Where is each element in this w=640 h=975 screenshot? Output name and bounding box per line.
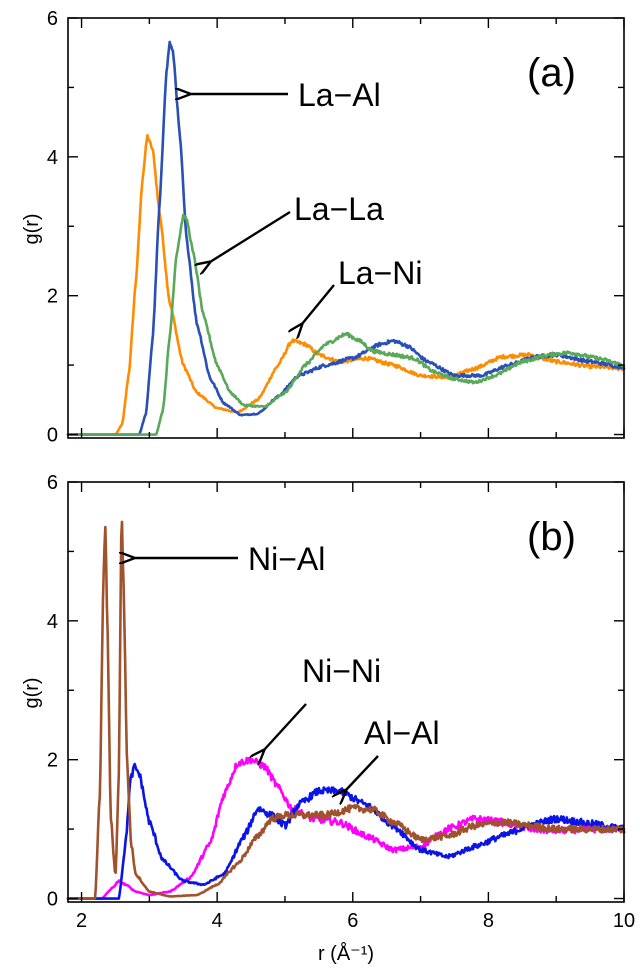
arrow-la-ni bbox=[302, 284, 335, 324]
panel-a-label: (a) bbox=[527, 51, 576, 95]
arrow-al-al bbox=[346, 755, 379, 790]
annotation-la-ni: La−Ni bbox=[338, 255, 423, 291]
annotation-al-al: Al−Al bbox=[364, 715, 440, 751]
panel-a-ticks: 0 2 4 6 bbox=[47, 8, 625, 447]
annotation-ni-al: Ni−Al bbox=[248, 541, 325, 577]
annotation-ni-ni: Ni−Ni bbox=[302, 653, 381, 689]
panel-b-xtick-label: 6 bbox=[347, 910, 358, 932]
panel-b-series-group bbox=[66, 520, 626, 900]
panel-b-xtick-label: 10 bbox=[613, 910, 635, 932]
panel-a-ytick-label: 4 bbox=[47, 147, 58, 169]
panel-b-xtick-label: 4 bbox=[212, 910, 223, 932]
panel-a-series-1-line bbox=[66, 40, 626, 436]
panel-b-xtick-label: 8 bbox=[483, 910, 494, 932]
panel-a-series-group bbox=[66, 40, 626, 436]
panel-a-ytick-label: 2 bbox=[47, 286, 58, 308]
panel-a: 0 2 4 6 (a) g(r) La−Al La−La La−Ni bbox=[21, 8, 626, 447]
arrow-ni-ni bbox=[264, 703, 307, 750]
panel-a-ylabel: g(r) bbox=[21, 213, 43, 244]
annotation-la-la: La−La bbox=[294, 191, 384, 227]
panel-b-xtick-label: 2 bbox=[76, 910, 87, 932]
panel-b-ytick-label: 0 bbox=[47, 889, 58, 911]
arrow-la-la bbox=[210, 210, 291, 262]
panel-b-ytick-label: 4 bbox=[47, 611, 58, 633]
panel-b-ytick-label: 2 bbox=[47, 750, 58, 772]
panel-a-frame bbox=[67, 17, 625, 439]
panel-b-ytick-label: 6 bbox=[47, 472, 58, 494]
panel-a-ytick-label: 0 bbox=[47, 425, 58, 447]
annotation-la-al: La−Al bbox=[298, 77, 381, 113]
panel-a-series-2-line bbox=[66, 213, 626, 436]
panel-b-frame bbox=[67, 481, 625, 903]
panel-b-series-2-line bbox=[66, 520, 626, 900]
panel-b-label: (b) bbox=[527, 515, 576, 559]
panel-b-ylabel: g(r) bbox=[21, 677, 43, 708]
panel-a-ytick-label: 6 bbox=[47, 8, 58, 30]
panel-b-xlabel: r (Å⁻¹) bbox=[318, 942, 374, 965]
